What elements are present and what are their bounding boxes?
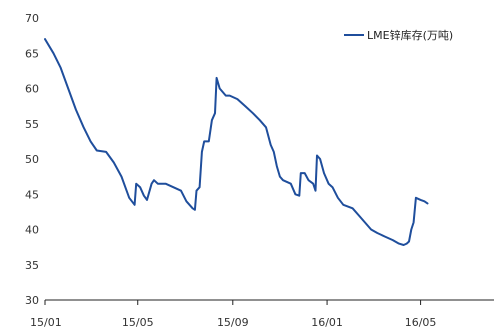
legend: LME锌库存(万吨) xyxy=(344,28,453,42)
x-tick-label: 15/05 xyxy=(122,316,154,329)
y-tick-label: 70 xyxy=(25,12,39,25)
y-tick-label: 45 xyxy=(25,188,39,201)
series-layer xyxy=(44,38,429,246)
x-tick-label: 16/05 xyxy=(405,316,437,329)
y-tick-label: 65 xyxy=(25,47,39,60)
x-tick-label: 15/09 xyxy=(217,316,249,329)
x-tick-label: 16/01 xyxy=(311,316,343,329)
y-tick-label: 30 xyxy=(25,294,39,307)
y-tick-label: 35 xyxy=(25,259,39,272)
y-tick-label: 50 xyxy=(25,153,39,166)
y-tick-label: 60 xyxy=(25,83,39,96)
y-tick-label: 40 xyxy=(25,224,39,237)
series-line-0 xyxy=(44,38,429,246)
y-axis-ticks: 30 35 40 45 50 55 60 65 70 xyxy=(25,12,39,307)
legend-label: LME锌库存(万吨) xyxy=(367,28,453,42)
x-axis-ticks: 15/01 15/05 15/09 16/01 16/05 xyxy=(30,300,436,329)
x-tick-label: 15/01 xyxy=(30,316,62,329)
y-tick-label: 55 xyxy=(25,118,39,131)
